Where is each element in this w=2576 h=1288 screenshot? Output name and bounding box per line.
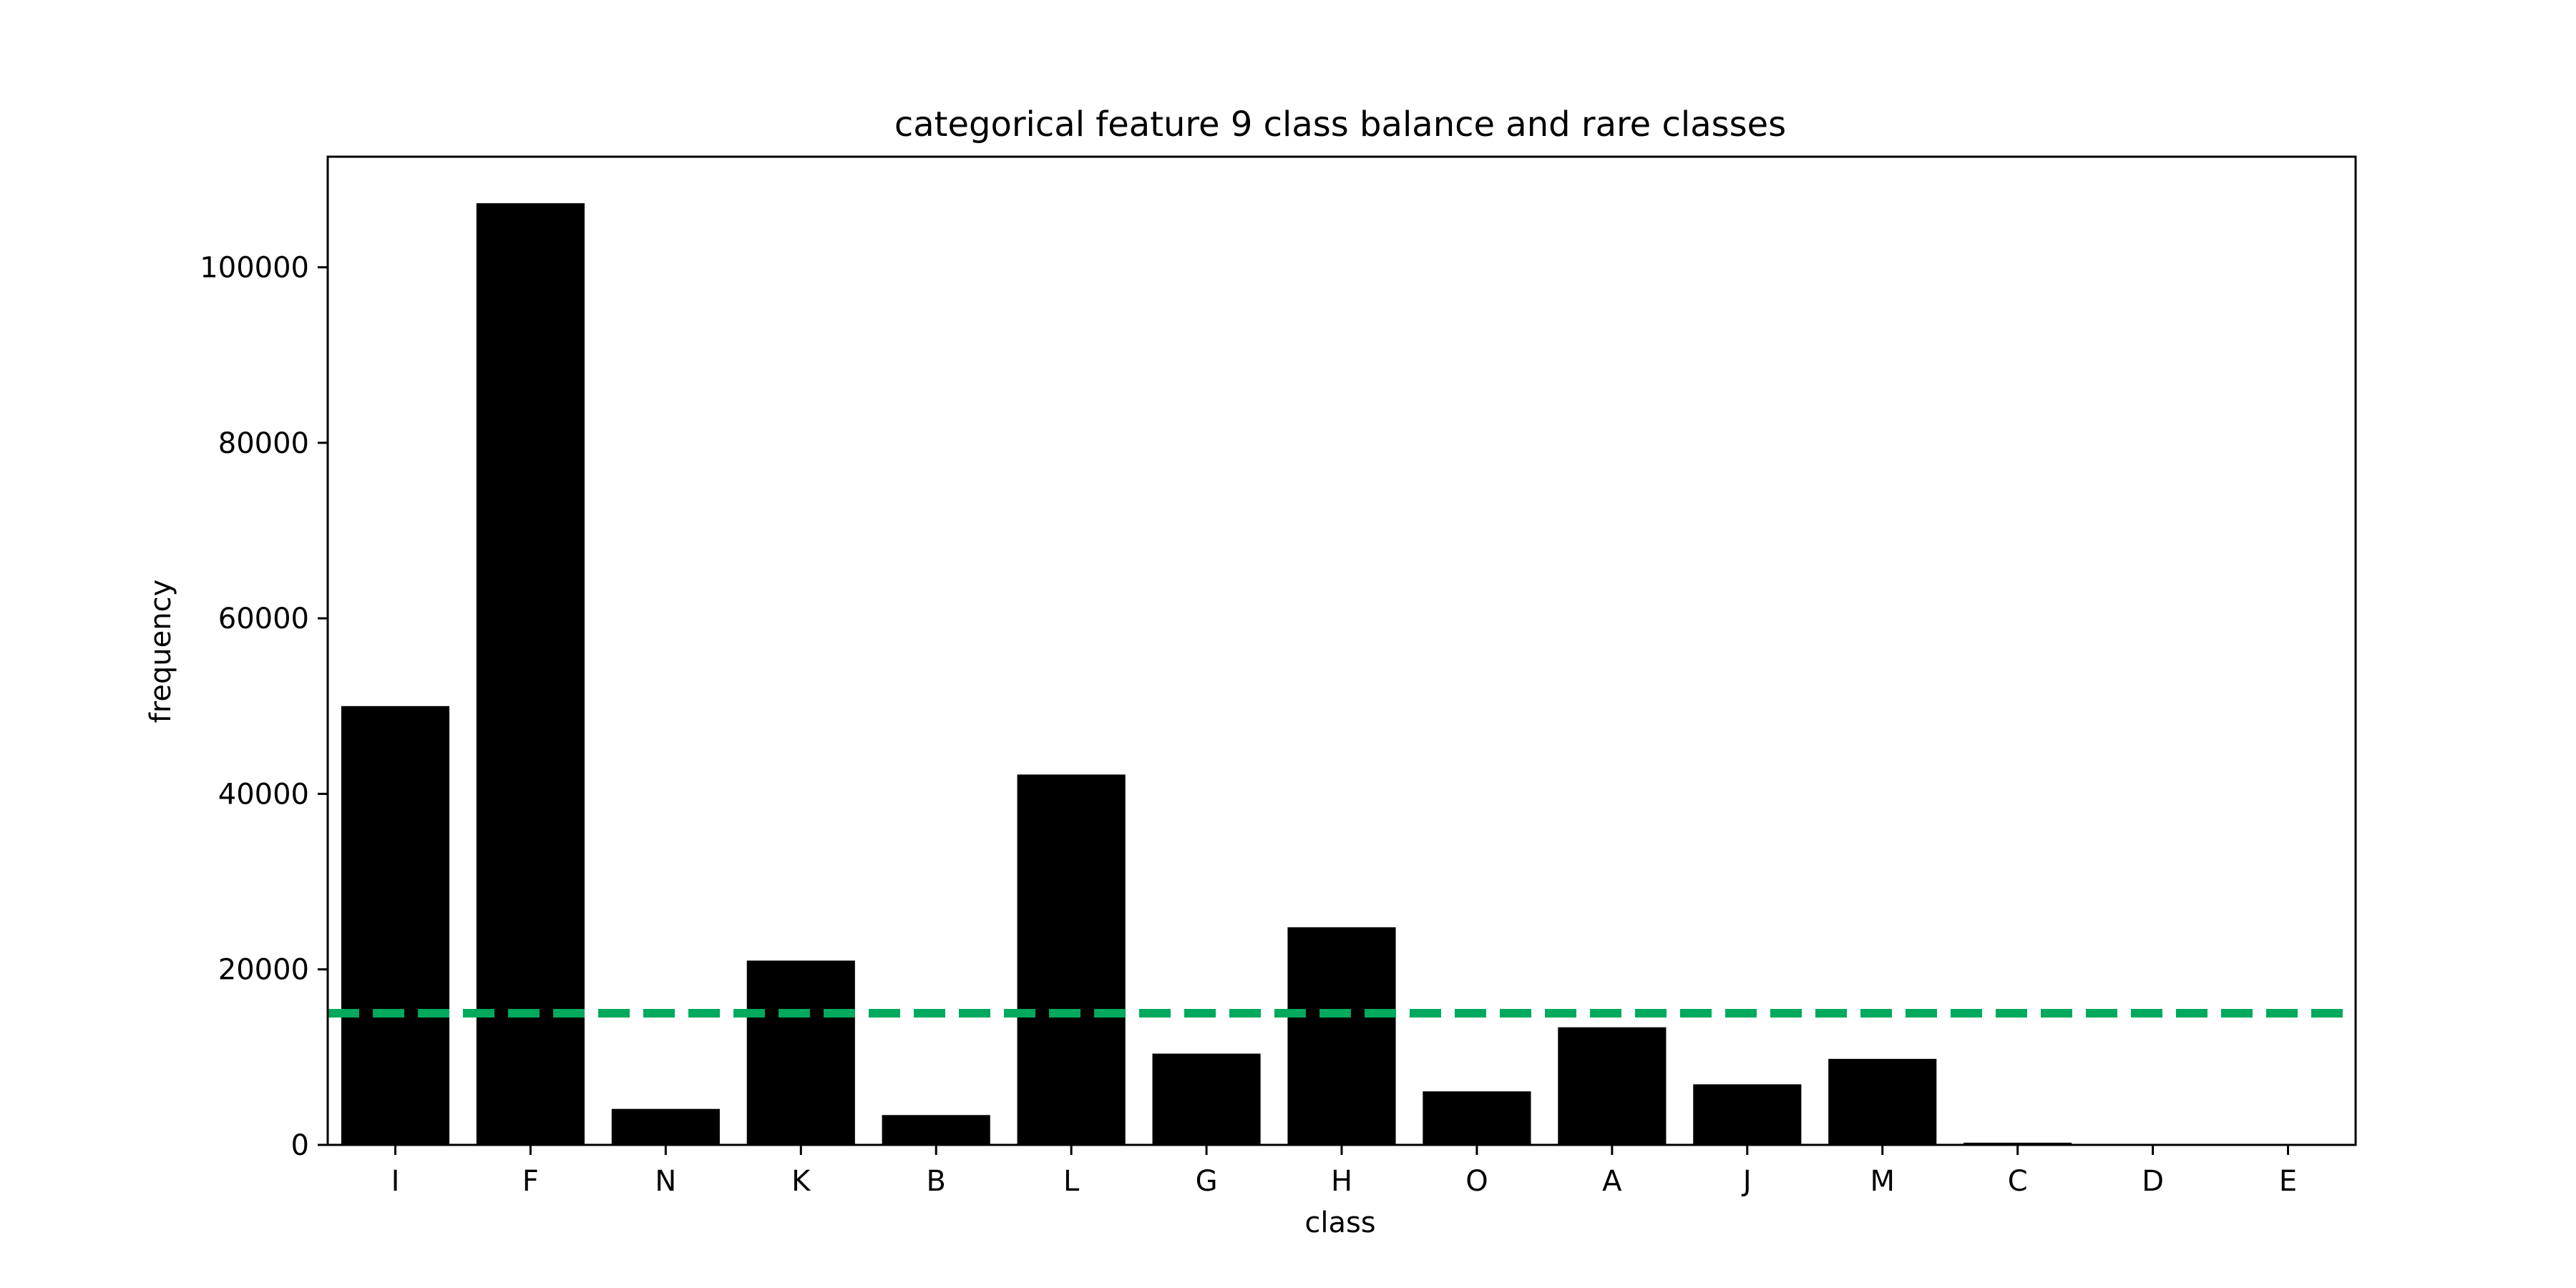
y-tick-label-0: 0 (291, 1129, 309, 1162)
x-tick-label-G: G (1196, 1165, 1218, 1198)
plot-frame (326, 155, 2357, 1146)
bars-group (341, 203, 2343, 1145)
x-axis-label: class (1304, 1206, 1375, 1239)
x-tick-label-N: N (655, 1165, 676, 1198)
x-tick-label-O: O (1465, 1165, 1488, 1198)
bar-L (1017, 774, 1126, 1145)
x-tick-label-H: H (1331, 1165, 1352, 1198)
y-axis-label: frequency (145, 580, 177, 723)
x-tick-label-E: E (2279, 1165, 2297, 1198)
bar-A (1558, 1027, 1667, 1145)
bar-O (1423, 1091, 1531, 1145)
y-tick-label-40000: 40000 (218, 778, 309, 811)
x-tick-label-L: L (1063, 1165, 1080, 1198)
bar-N (611, 1108, 720, 1145)
bar-G (1152, 1053, 1261, 1145)
x-tick-label-K: K (791, 1165, 811, 1198)
x-tick-label-D: D (2142, 1165, 2164, 1198)
chart-title: categorical feature 9 class balance and … (894, 104, 1786, 145)
bar-F (476, 203, 585, 1145)
y-axis: 0 20000 40000 60000 80000 100000 (200, 252, 328, 1162)
x-tick-label-M: M (1870, 1165, 1895, 1198)
x-tick-label-C: C (2008, 1165, 2028, 1198)
y-tick-label-60000: 60000 (218, 602, 309, 635)
y-tick-label-100000: 100000 (200, 252, 309, 285)
x-tick-label-A: A (1602, 1165, 1622, 1198)
y-tick-label-80000: 80000 (218, 427, 309, 460)
bar-M (1828, 1058, 1937, 1145)
y-tick-label-20000: 20000 (218, 954, 309, 987)
x-tick-label-J: J (1741, 1165, 1752, 1198)
bar-K (746, 960, 855, 1145)
x-tick-label-F: F (522, 1165, 539, 1198)
bar-I (341, 706, 450, 1145)
x-tick-label-B: B (926, 1165, 945, 1198)
bar-H (1287, 927, 1396, 1145)
x-tick-label-I: I (391, 1165, 400, 1198)
bar-B (882, 1115, 990, 1145)
bar-J (1693, 1084, 1802, 1145)
bar-C (1963, 1142, 2072, 1145)
